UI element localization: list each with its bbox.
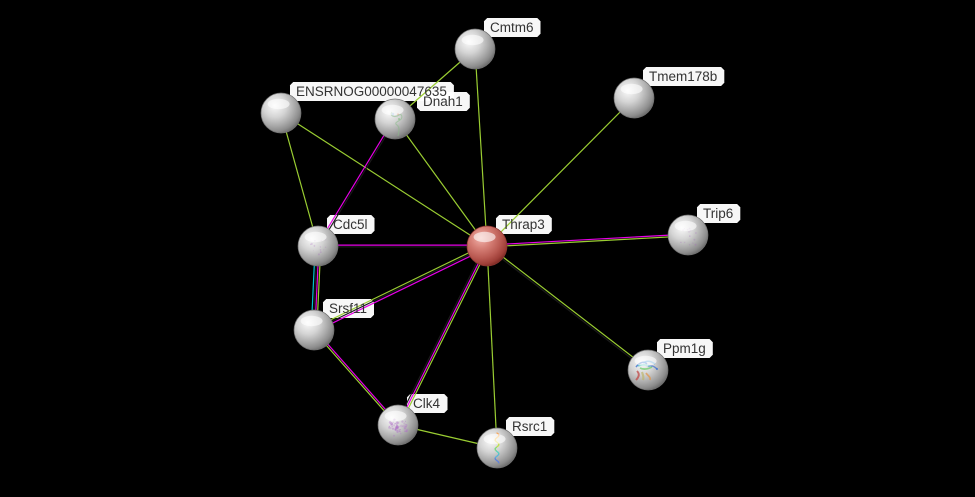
svg-text:Rsrc1: Rsrc1 <box>512 419 547 434</box>
svg-text:Clk4: Clk4 <box>413 396 440 411</box>
svg-text:Cmtm6: Cmtm6 <box>490 20 534 35</box>
svg-text:Ppm1g: Ppm1g <box>663 341 706 356</box>
svg-text:Cdc5l: Cdc5l <box>333 217 368 232</box>
svg-text:Trip6: Trip6 <box>703 206 733 221</box>
svg-text:Thrap3: Thrap3 <box>502 217 545 232</box>
svg-text:Dnah1: Dnah1 <box>423 94 463 109</box>
svg-text:Srsf11: Srsf11 <box>329 301 367 316</box>
svg-text:Tmem178b: Tmem178b <box>649 69 717 84</box>
